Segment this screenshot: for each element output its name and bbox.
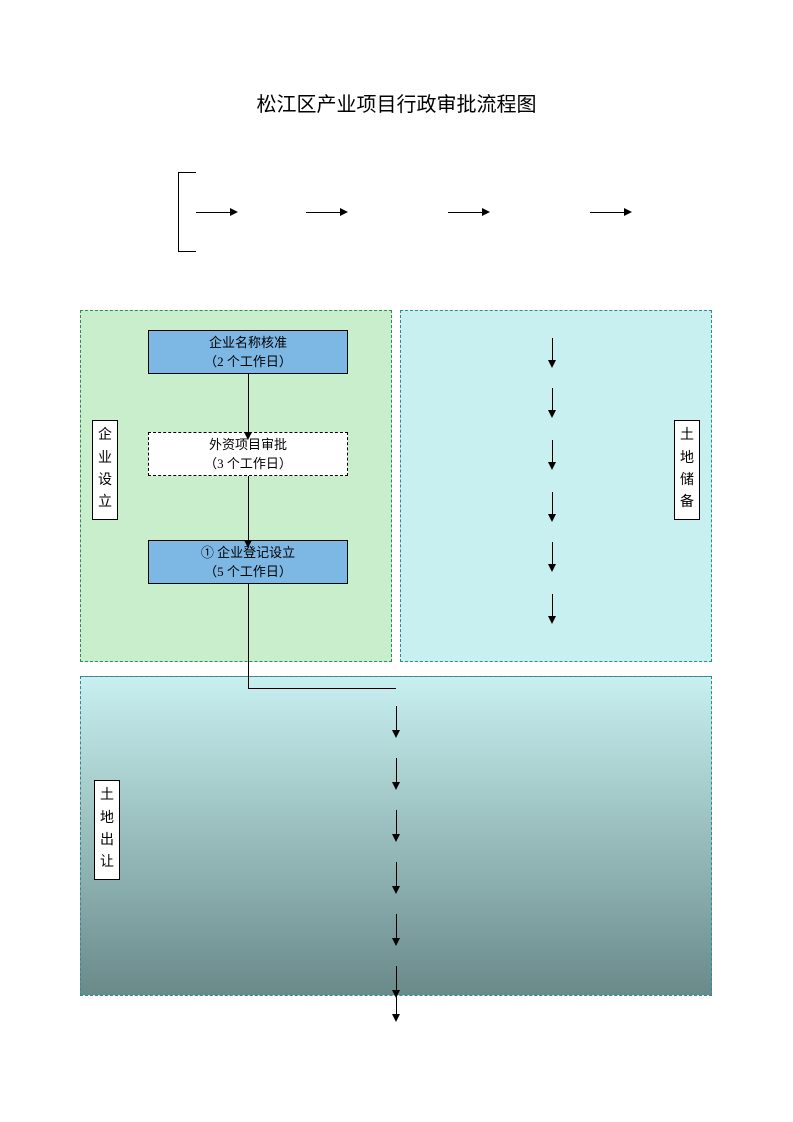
arrow-head-icon (624, 208, 632, 216)
connector-line (552, 492, 553, 514)
connector-line (248, 476, 249, 540)
connector-line (396, 758, 397, 782)
arrow-head-icon (392, 782, 400, 790)
arrow-head-icon (392, 1014, 400, 1022)
arrow-head-icon (548, 410, 556, 418)
arrow-head-icon (548, 514, 556, 522)
connector-line (552, 338, 553, 360)
arrow-head-icon (392, 938, 400, 946)
connector-line (248, 584, 249, 688)
arrow-head-icon (392, 886, 400, 894)
connector-line (552, 594, 553, 616)
connector-line (248, 374, 249, 432)
node-line2: （2 个工作日） (204, 352, 292, 372)
arrow-head-icon (392, 730, 400, 738)
arrow-head-icon (548, 462, 556, 470)
label-landsale: 土地出让 (94, 780, 120, 880)
connector-line (396, 994, 397, 1014)
connector-line (396, 810, 397, 834)
arrow-head-icon (548, 616, 556, 624)
connector-line (552, 388, 553, 410)
connector-line (396, 706, 397, 730)
connector-line (552, 440, 553, 462)
connector-line (196, 212, 230, 213)
arrow-head-icon (482, 208, 490, 216)
region-landreserve (400, 310, 712, 662)
connector-line (306, 212, 340, 213)
node-line2: （5 个工作日） (204, 562, 292, 582)
arrow-head-icon (244, 540, 252, 548)
arrow-head-icon (548, 360, 556, 368)
arrow-head-icon (340, 208, 348, 216)
arrow-head-icon (230, 208, 238, 216)
arrow-head-icon (392, 834, 400, 842)
page-title: 松江区产业项目行政审批流程图 (0, 88, 793, 117)
label-enterprise: 企业设立 (92, 420, 118, 520)
connector-line (396, 862, 397, 886)
node-name-approval: 企业名称核准 （2 个工作日） (148, 330, 348, 374)
connector-line (552, 542, 553, 564)
arrow-head-icon (244, 432, 252, 440)
label-landreserve: 土地储备 (674, 420, 700, 520)
connector-line (248, 688, 396, 689)
node-line2: （3 个工作日） (204, 454, 292, 474)
connector-line (448, 212, 482, 213)
bracket (178, 172, 196, 252)
connector-line (590, 212, 624, 213)
connector-line (396, 914, 397, 938)
connector-line (396, 966, 397, 990)
node-line1: 企业名称核准 (209, 333, 287, 353)
arrow-head-icon (548, 564, 556, 572)
